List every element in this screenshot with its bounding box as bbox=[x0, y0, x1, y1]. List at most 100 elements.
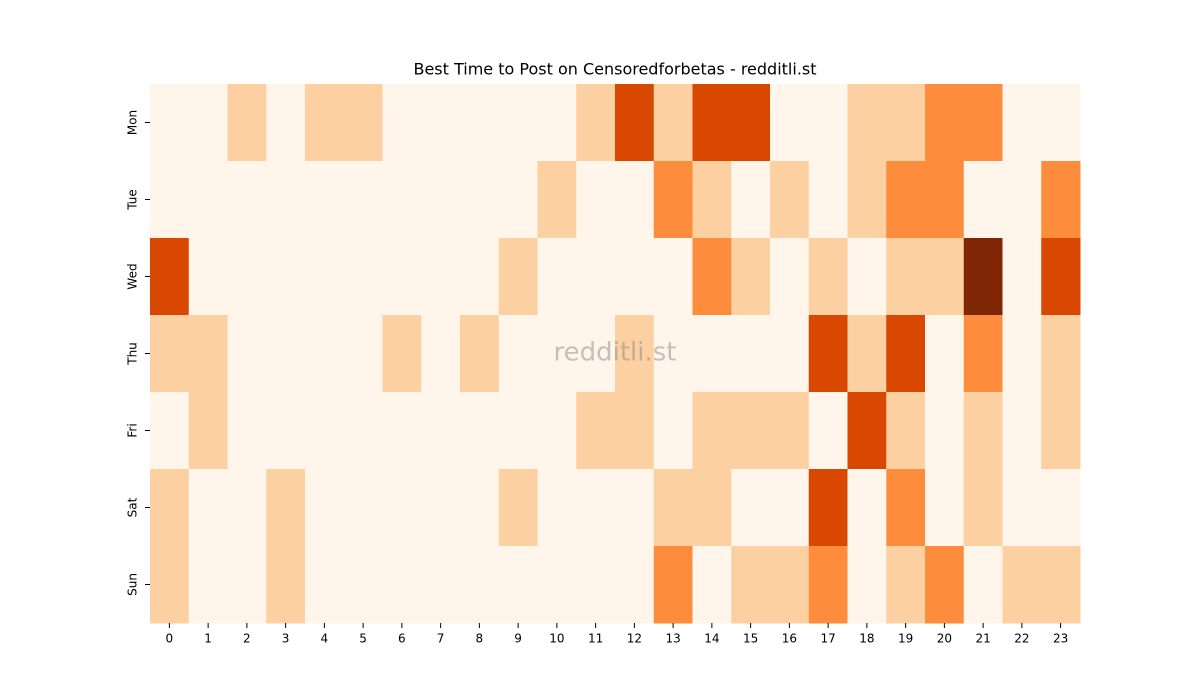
heat-cell bbox=[808, 84, 848, 162]
heat-cell bbox=[1002, 469, 1042, 547]
heat-cell bbox=[692, 161, 732, 239]
heat-cell bbox=[731, 392, 771, 470]
heat-cell bbox=[615, 84, 655, 162]
x-tick-label: 18 bbox=[859, 632, 874, 646]
heat-cell bbox=[731, 84, 771, 162]
heat-cell bbox=[188, 392, 228, 470]
heat-cell bbox=[808, 238, 848, 316]
heat-cell bbox=[1041, 238, 1081, 316]
y-tick-label: Tue bbox=[126, 189, 140, 211]
heat-cell bbox=[498, 315, 538, 393]
heat-cell bbox=[925, 315, 965, 393]
heat-cell bbox=[1041, 546, 1081, 624]
heat-cell bbox=[537, 84, 577, 162]
heat-cell bbox=[808, 469, 848, 547]
heat-cell bbox=[460, 161, 500, 239]
heat-cell bbox=[227, 161, 267, 239]
heat-cell bbox=[305, 315, 345, 393]
heat-cell bbox=[537, 546, 577, 624]
heat-cell bbox=[498, 546, 538, 624]
y-tick-label: Wed bbox=[126, 263, 140, 289]
heat-cell bbox=[266, 392, 306, 470]
heat-cell bbox=[343, 392, 383, 470]
heat-cell bbox=[266, 469, 306, 547]
heat-cell bbox=[770, 546, 810, 624]
heat-cell bbox=[1041, 315, 1081, 393]
heat-cell bbox=[150, 315, 190, 393]
watermark: redditli.st bbox=[554, 338, 677, 368]
heat-cell bbox=[227, 546, 267, 624]
heat-cell bbox=[1041, 84, 1081, 162]
heat-cell bbox=[460, 546, 500, 624]
x-tick-label: 16 bbox=[782, 632, 797, 646]
heat-cell bbox=[421, 469, 461, 547]
heat-cell bbox=[770, 238, 810, 316]
y-tick-label: Sun bbox=[126, 573, 140, 596]
x-tick-label: 0 bbox=[166, 632, 174, 646]
heat-cell bbox=[886, 161, 926, 239]
heat-cell bbox=[1002, 392, 1042, 470]
heat-cell bbox=[498, 392, 538, 470]
heat-cell bbox=[460, 84, 500, 162]
heat-cell bbox=[1041, 469, 1081, 547]
heat-cell bbox=[615, 238, 655, 316]
heat-cell bbox=[808, 546, 848, 624]
heat-cell bbox=[576, 84, 616, 162]
heat-cell bbox=[421, 84, 461, 162]
heat-cell bbox=[692, 84, 732, 162]
heat-cell bbox=[963, 161, 1003, 239]
heat-cell bbox=[150, 546, 190, 624]
y-tick-label: Thu bbox=[126, 342, 140, 366]
heat-cell bbox=[382, 84, 422, 162]
heat-cell bbox=[498, 161, 538, 239]
y-tick-label: Fri bbox=[126, 423, 140, 437]
heat-cell bbox=[770, 84, 810, 162]
heat-cell bbox=[963, 315, 1003, 393]
heat-cell bbox=[692, 315, 732, 393]
heat-cell bbox=[1002, 161, 1042, 239]
heat-cell bbox=[808, 315, 848, 393]
heat-cell bbox=[421, 315, 461, 393]
heat-cell bbox=[498, 469, 538, 547]
heat-cell bbox=[537, 238, 577, 316]
heat-cell bbox=[537, 392, 577, 470]
heat-cell bbox=[305, 84, 345, 162]
heat-cell bbox=[692, 546, 732, 624]
heat-cell bbox=[963, 546, 1003, 624]
heat-cell bbox=[150, 84, 190, 162]
heat-cell bbox=[421, 546, 461, 624]
chart-title: Best Time to Post on Censoredforbetas - … bbox=[413, 60, 816, 79]
heat-cell bbox=[653, 546, 693, 624]
heat-cell bbox=[266, 546, 306, 624]
heat-cell bbox=[460, 469, 500, 547]
heat-cell bbox=[847, 315, 887, 393]
heatmap-cells bbox=[150, 84, 1081, 624]
heat-cell bbox=[343, 546, 383, 624]
heat-cell bbox=[653, 84, 693, 162]
heat-cell bbox=[343, 238, 383, 316]
heat-cell bbox=[498, 84, 538, 162]
heat-cell bbox=[537, 161, 577, 239]
heat-cell bbox=[1041, 392, 1081, 470]
x-tick-label: 10 bbox=[549, 632, 564, 646]
heat-cell bbox=[886, 546, 926, 624]
heat-cell bbox=[266, 161, 306, 239]
heat-cell bbox=[576, 469, 616, 547]
heat-cell bbox=[343, 161, 383, 239]
heat-cell bbox=[576, 392, 616, 470]
x-tick-label: 22 bbox=[1014, 632, 1029, 646]
x-tick-label: 6 bbox=[398, 632, 406, 646]
heat-cell bbox=[382, 392, 422, 470]
heat-cell bbox=[382, 469, 422, 547]
x-tick-label: 5 bbox=[359, 632, 367, 646]
heat-cell bbox=[537, 469, 577, 547]
heat-cell bbox=[1002, 84, 1042, 162]
heat-cell bbox=[498, 238, 538, 316]
x-tick-label: 3 bbox=[282, 632, 290, 646]
heat-cell bbox=[653, 238, 693, 316]
heat-cell bbox=[227, 392, 267, 470]
x-tick-label: 7 bbox=[437, 632, 445, 646]
heat-cell bbox=[886, 84, 926, 162]
heat-cell bbox=[963, 392, 1003, 470]
